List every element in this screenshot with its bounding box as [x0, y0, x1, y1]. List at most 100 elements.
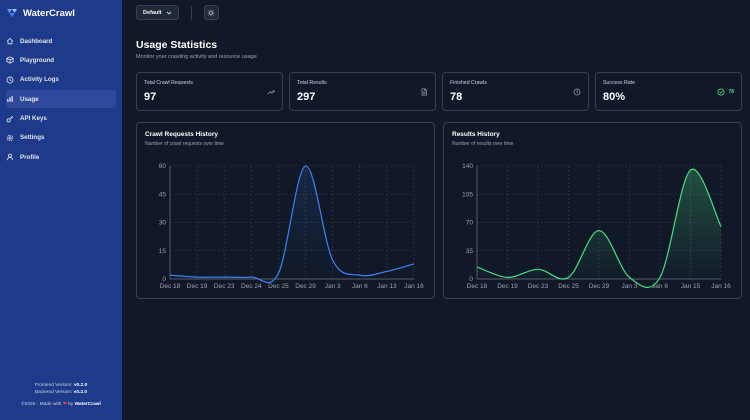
- user-icon: [6, 154, 14, 161]
- stat-value: 80%: [603, 91, 626, 103]
- sidebar-item-usage[interactable]: Usage: [6, 90, 116, 109]
- x-tick-label: Jan 3: [622, 283, 638, 290]
- sidebar-item-label: Activity Logs: [20, 76, 59, 84]
- y-tick-label: 45: [159, 191, 167, 198]
- stat-value: 78: [450, 91, 463, 103]
- x-tick-label: Jan 15: [681, 283, 701, 290]
- stat-value: 297: [297, 91, 316, 103]
- chart-subtitle: Number of crawl requests over time: [145, 141, 224, 147]
- clock-icon: [6, 76, 14, 84]
- stat-card-success-rate: Success Rate 80% 78: [595, 72, 742, 111]
- sidebar-item-label: Dashboard: [20, 37, 53, 45]
- series-line: [169, 165, 415, 284]
- sidebar-item-playground[interactable]: Playground: [6, 51, 116, 69]
- y-tick-label: 35: [466, 248, 474, 255]
- heart-icon: ❤: [62, 401, 67, 407]
- x-tick-label: Dec 23: [214, 283, 235, 290]
- sidebar-item-dashboard[interactable]: Dashboard: [6, 32, 116, 50]
- x-tick-label: Jan 3: [325, 283, 341, 290]
- home-icon: [6, 37, 14, 45]
- stat-label: Total Results: [297, 80, 327, 86]
- sidebar-item-label: Playground: [20, 56, 55, 64]
- page-header: Usage Statistics Monitor your crawling a…: [136, 39, 257, 60]
- sidebar: WaterCrawl Dashboard Playground Activity…: [0, 0, 122, 420]
- crawl-requests-panel: Crawl Requests History Number of crawl r…: [136, 122, 435, 299]
- x-tick-label: Dec 19: [187, 283, 208, 290]
- watercrawl-logo-icon: [7, 9, 17, 18]
- bar-chart-icon: [7, 96, 13, 102]
- check-circle-icon: [717, 88, 725, 96]
- x-tick-label: Dec 29: [589, 283, 610, 290]
- x-tick-label: Jan 6: [652, 283, 668, 290]
- chart-title: Crawl Requests History: [145, 131, 218, 138]
- stat-label: Finished Crawls: [450, 80, 487, 86]
- y-tick-label: 15: [159, 248, 167, 255]
- brand[interactable]: WaterCrawl: [0, 0, 122, 26]
- sidebar-item-label: Profile: [20, 153, 40, 161]
- sun-icon: [207, 9, 215, 16]
- stat-card-total-crawl-requests: Total Crawl Requests 97: [136, 72, 283, 111]
- y-tick-label: 0: [469, 276, 473, 283]
- series-area: [170, 165, 414, 283]
- main-content: Default Usage Statistics Monitor your cr…: [122, 0, 750, 420]
- y-tick-label: 140: [462, 163, 473, 170]
- chart-panels: Crawl Requests History Number of crawl r…: [136, 122, 742, 299]
- sidebar-item-label: Settings: [20, 134, 45, 142]
- gear-icon: [6, 134, 14, 142]
- success-badge-value: 78: [728, 89, 734, 95]
- y-tick-label: 60: [159, 163, 167, 170]
- y-tick-label: 0: [162, 276, 166, 283]
- brand-name: WaterCrawl: [23, 7, 75, 19]
- results-chart: 0 35 70 105 140 Dec 18 Dec 19 Dec 23 Dec 25 Dec 2…: [462, 163, 731, 290]
- x-tick-label: Dec 19: [497, 283, 518, 290]
- x-tick-label: Jan 16: [711, 283, 731, 290]
- stat-card-total-results: Total Results 297: [289, 72, 436, 111]
- topbar-divider: [190, 5, 192, 20]
- sidebar-item-activity-logs[interactable]: Activity Logs: [6, 71, 116, 89]
- chart-title: Results History: [452, 131, 500, 138]
- topbar: Default: [122, 0, 750, 25]
- sidebar-footer: Frontend Version: v0.2.0 Backend Version…: [0, 382, 122, 408]
- x-tick-label: Dec 24: [241, 283, 262, 290]
- series-area: [477, 169, 721, 288]
- document-icon: [421, 88, 427, 96]
- stat-label: Success Rate: [603, 80, 636, 86]
- chart-subtitle: Number of results over time: [452, 141, 514, 147]
- success-badge: 78: [717, 88, 734, 96]
- frontend-version: Frontend Version: v0.2.0: [34, 382, 88, 388]
- clock-icon: [573, 88, 581, 96]
- sidebar-item-label: API Keys: [20, 115, 47, 123]
- page-subtitle: Monitor your crawling activity and resou…: [136, 54, 257, 60]
- x-tick-label: Jan 16: [404, 283, 424, 290]
- x-tick-label: Dec 29: [295, 283, 316, 290]
- x-tick-label: Dec 23: [528, 283, 549, 290]
- sidebar-item-label: Usage: [20, 95, 39, 103]
- page-title: Usage Statistics: [136, 39, 218, 51]
- stat-label: Total Crawl Requests: [144, 80, 194, 86]
- sidebar-item-api-keys[interactable]: API Keys: [6, 110, 116, 128]
- x-tick-label: Dec 18: [467, 283, 488, 290]
- key-icon: [6, 115, 14, 122]
- stat-value: 97: [144, 91, 157, 103]
- theme-toggle-button[interactable]: [203, 5, 219, 20]
- x-tick-label: Jan 13: [377, 283, 397, 290]
- stat-card-finished-crawls: Finished Crawls 78: [442, 72, 589, 111]
- x-tick-label: Jan 6: [352, 283, 368, 290]
- series-line: [476, 168, 722, 288]
- x-tick-label: Dec 25: [268, 283, 289, 290]
- x-tick-label: Dec 25: [558, 283, 579, 290]
- team-select[interactable]: Default: [136, 5, 179, 20]
- cube-icon: [6, 56, 14, 65]
- y-tick-label: 30: [159, 220, 167, 227]
- crawl-requests-chart: 0 15 30 45 60 Dec 18 Dec 19 Dec 23 Dec 24 Dec 25 D…: [159, 163, 424, 290]
- stats-cards: Total Crawl Requests 97 Total Results 29…: [136, 72, 742, 111]
- sidebar-item-settings[interactable]: Settings: [6, 129, 116, 147]
- x-tick-label: Dec 18: [160, 283, 181, 290]
- sidebar-item-profile[interactable]: Profile: [6, 148, 116, 166]
- backend-version: Backend Version: v0.2.0: [34, 390, 88, 396]
- y-tick-label: 70: [466, 220, 474, 227]
- team-select-value: Default: [143, 9, 162, 16]
- results-panel: Results History Number of results over t…: [443, 122, 742, 299]
- copyright: ©2025 - Made with ❤ by WaterCrawl: [21, 401, 101, 407]
